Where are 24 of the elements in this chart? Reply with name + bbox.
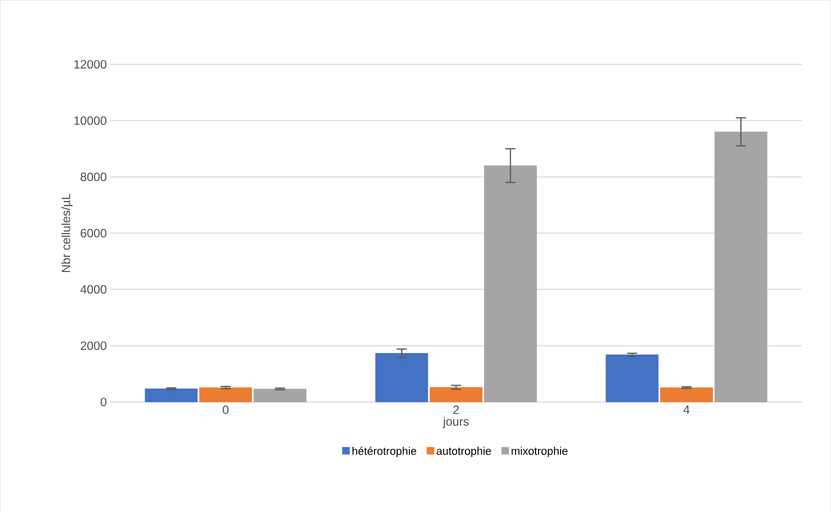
bar <box>199 387 252 402</box>
y-tick-label: 8000 <box>80 172 106 181</box>
x-tick-label: 0 <box>222 405 229 414</box>
y-tick-label: 2000 <box>80 341 106 350</box>
bar <box>430 386 482 402</box>
bar <box>606 354 659 402</box>
x-tick-label: 4 <box>683 405 690 414</box>
bar <box>375 352 428 402</box>
y-axis-title: Nbr cellules/µL <box>61 194 73 272</box>
y-tick-label: 12000 <box>74 60 106 68</box>
legend-label: mixotrophie <box>512 446 568 457</box>
bar <box>660 387 713 402</box>
y-tick-label: 4000 <box>80 284 106 294</box>
legend-label: hétérotrophie <box>352 446 416 457</box>
x-tick-label: 2 <box>453 405 459 414</box>
y-tick-label: 6000 <box>80 228 106 238</box>
x-axis-title: jours <box>442 416 469 428</box>
bar <box>714 131 768 402</box>
y-tick-label: 0 <box>100 398 106 406</box>
bar <box>254 388 306 402</box>
legend-label: autotrophie <box>436 446 491 457</box>
bar <box>144 388 198 402</box>
bar <box>484 165 537 402</box>
y-tick-label: 10000 <box>74 116 106 125</box>
